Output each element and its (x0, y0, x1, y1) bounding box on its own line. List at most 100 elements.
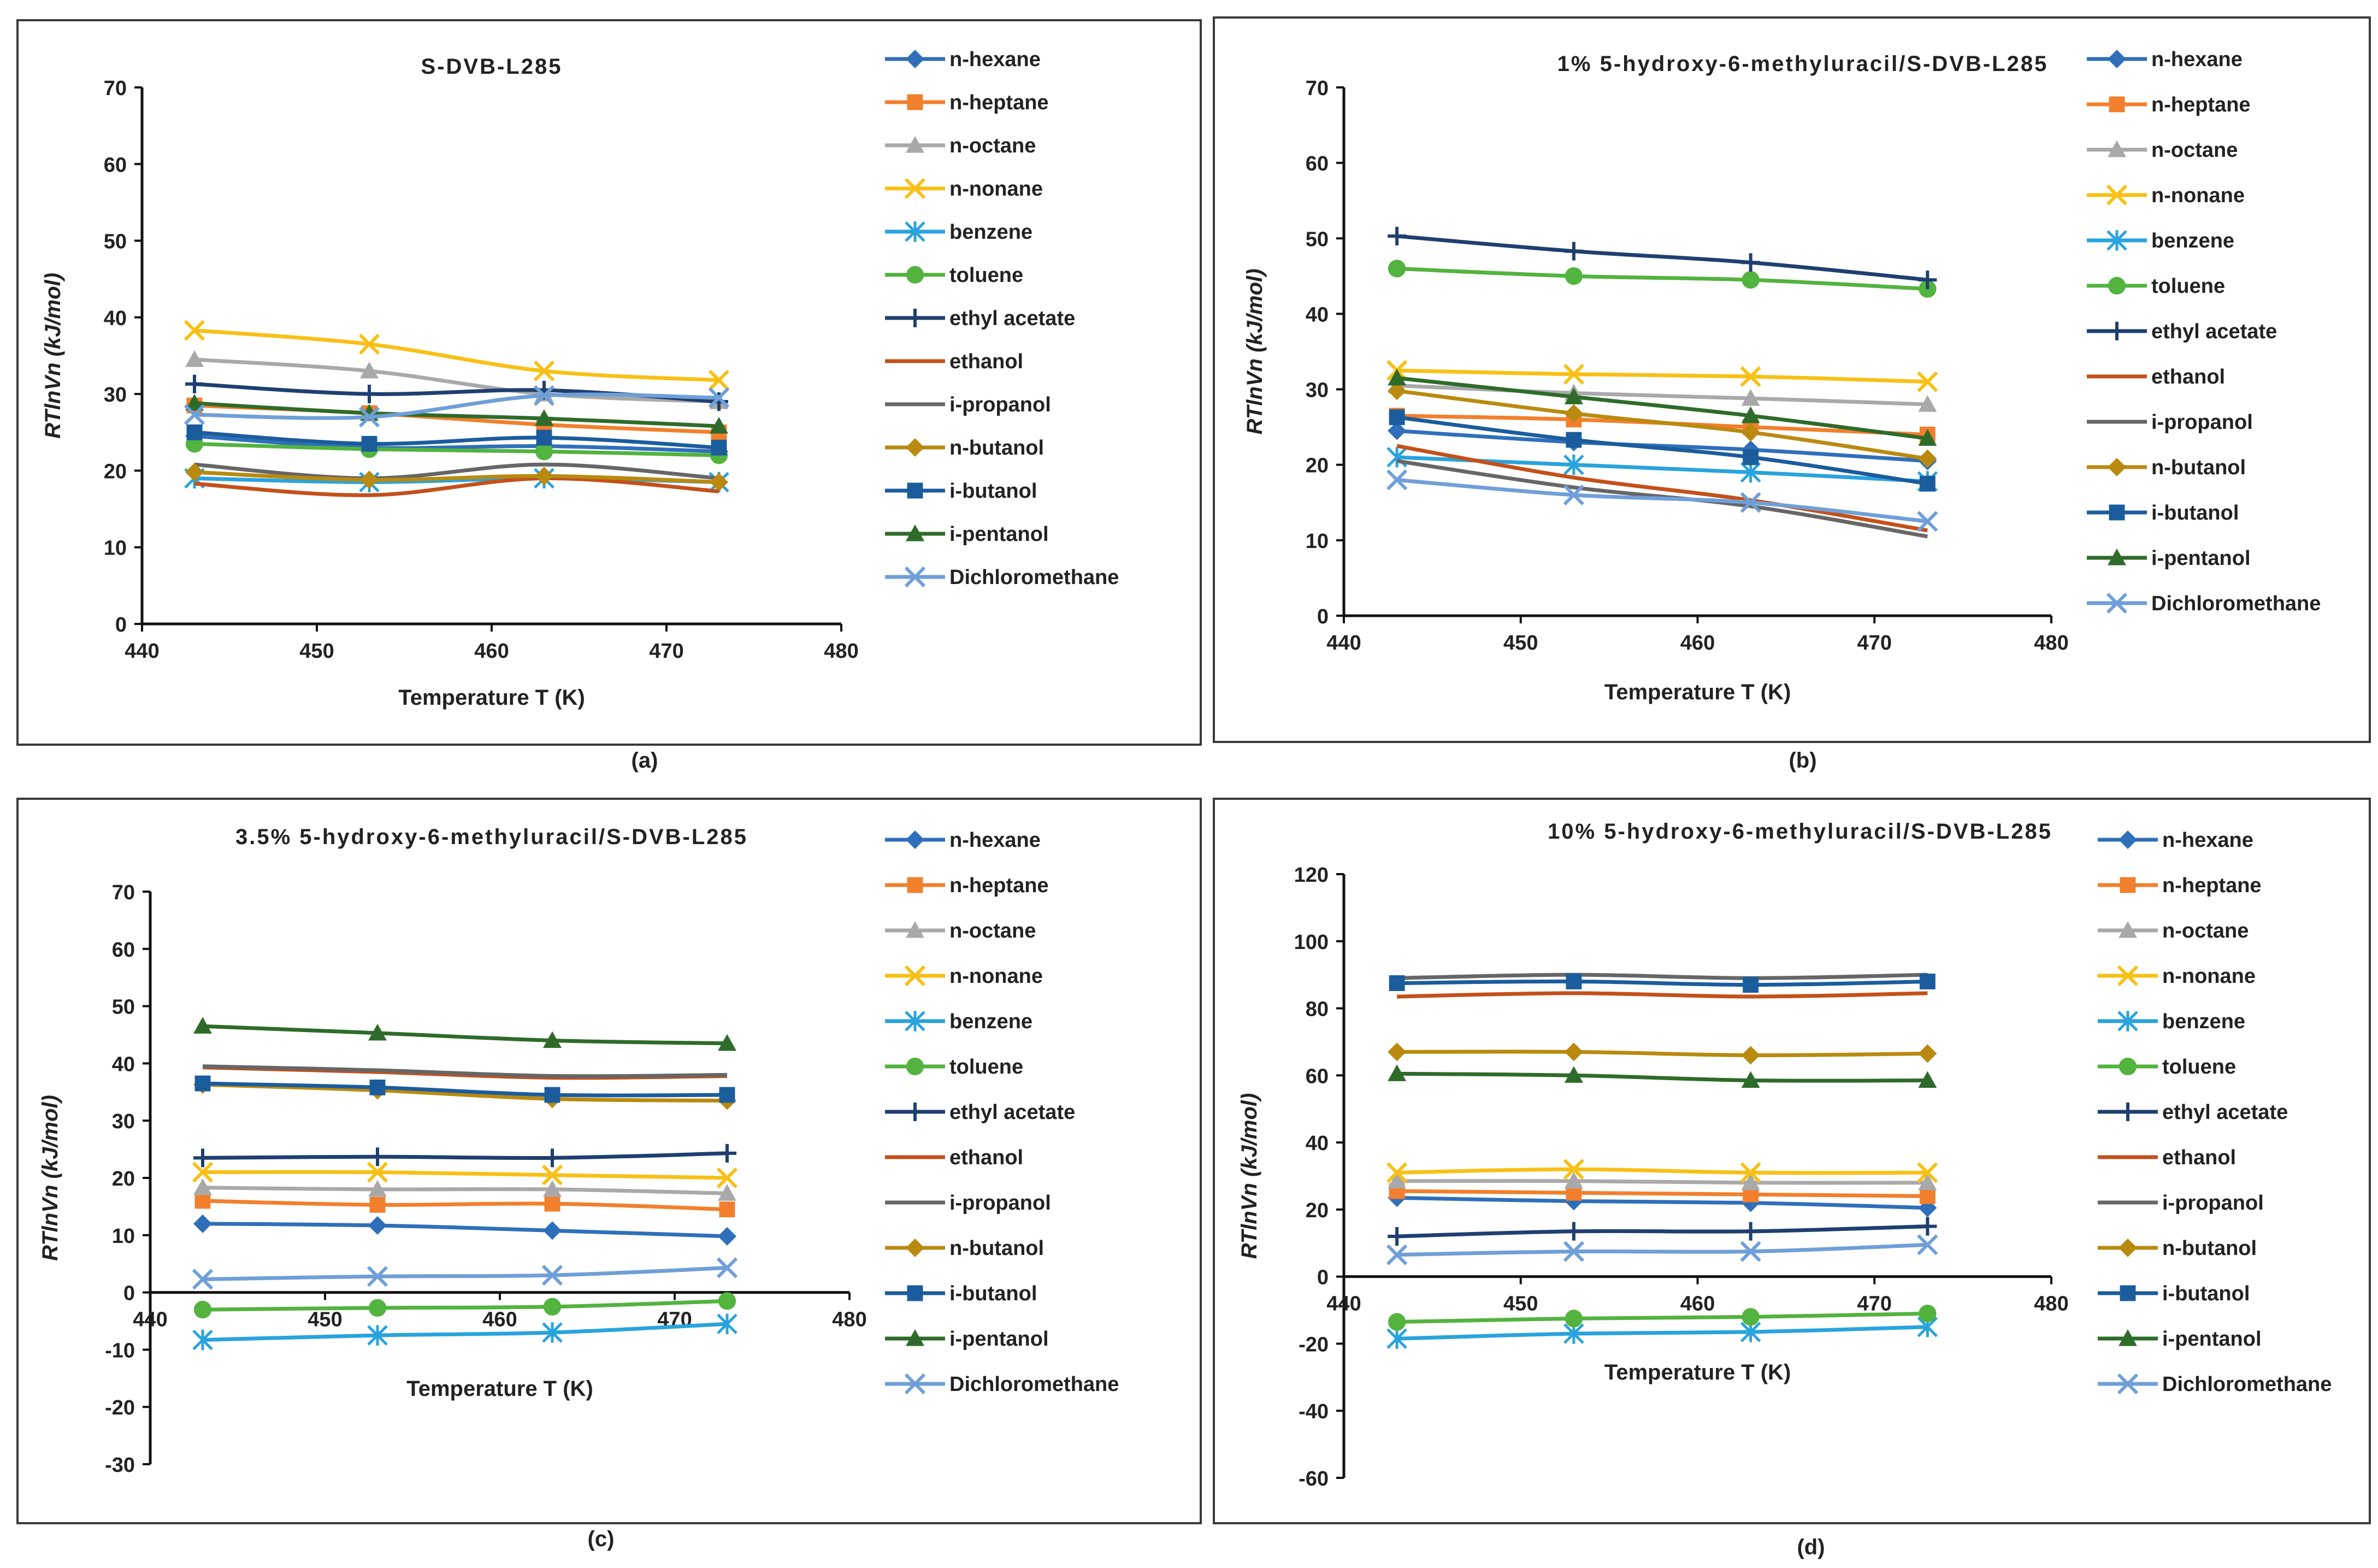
y-axis-label: RTlnVn (kJ/mol) (1237, 1093, 1261, 1259)
y-tick-label: 70 (1306, 77, 1329, 100)
series-line (202, 1299, 728, 1312)
legend-item: n-octane (885, 134, 1036, 157)
legend-label: ethanol (949, 350, 1023, 373)
data-point (1564, 1042, 1583, 1062)
series-line (1396, 267, 1928, 291)
legend-label: n-butanol (2151, 456, 2246, 479)
legend-label: n-hexane (949, 48, 1041, 71)
data-point (1388, 421, 1407, 440)
legend-label: ethanol (2162, 1146, 2236, 1169)
data-point (1566, 432, 1582, 448)
data-point (1741, 423, 1760, 442)
data-point (1742, 271, 1760, 289)
series-line (1396, 429, 1928, 463)
legend-label: i-propanol (2162, 1192, 2264, 1215)
legend-item: ethyl acetate (2087, 320, 2277, 343)
legend-label: i-pentanol (2151, 547, 2251, 570)
legend-label: n-heptane (949, 91, 1049, 114)
y-tick-label: 40 (104, 307, 127, 330)
series-line (1397, 1224, 1928, 1239)
x-tick-label: 450 (1503, 632, 1538, 655)
data-point (1741, 253, 1760, 272)
legend-marker (2108, 140, 2126, 157)
series-line (194, 392, 719, 420)
x-tick-label: 440 (1326, 1293, 1361, 1316)
series-line (202, 1081, 728, 1098)
data-point (543, 1148, 562, 1168)
legend-item: n-hexane (885, 48, 1041, 71)
series-line (202, 1266, 728, 1281)
legend-marker (906, 1103, 924, 1121)
data-point (1743, 449, 1759, 465)
data-point (1917, 1162, 1938, 1183)
chart-a: S-DVB-L285 0 10 20 30 40 50 60 70 440 450 460 470 480… (41, 48, 1119, 710)
y-tick-label: 100 (1294, 931, 1329, 954)
legend-label: toluene (949, 1056, 1023, 1078)
series-line (194, 430, 719, 450)
legend-item: n-butanol (885, 437, 1044, 459)
legend-item: toluene (885, 264, 1023, 287)
chart-panel-d (1213, 798, 2371, 1524)
series-line (1397, 1167, 1928, 1175)
data-point (1565, 267, 1583, 285)
y-tick-label: -60 (1299, 1467, 1329, 1490)
data-point (711, 439, 727, 456)
series-line (202, 1199, 728, 1212)
series-ethanol (1396, 444, 1928, 533)
legend-marker (2109, 504, 2125, 521)
x-tick-label: 450 (1503, 1293, 1538, 1316)
y-tick-label: 70 (104, 77, 127, 100)
data-point (186, 424, 203, 440)
legend-marker (904, 178, 926, 199)
data-point (369, 1196, 386, 1213)
data-point (192, 1329, 213, 1351)
legend-item: n-butanol (2087, 456, 2246, 479)
legend-label: n-hexane (2151, 48, 2243, 71)
chart-title: 1% 5-hydroxy-6-methyluracil/S-DVB-L285 (1557, 52, 2049, 76)
y-tick-label: 0 (123, 1282, 135, 1305)
data-point (1564, 241, 1583, 261)
data-point (718, 1143, 736, 1163)
data-point (1740, 1162, 1761, 1183)
legend-label: i-butanol (949, 480, 1037, 503)
data-point (1918, 395, 1937, 412)
y-tick-label: 20 (112, 1168, 135, 1190)
x-tick-label: 450 (308, 1308, 342, 1331)
series-dichloromethane (184, 385, 730, 428)
y-tick-label: 10 (104, 537, 127, 560)
data-point (358, 406, 380, 428)
legend-marker (2117, 965, 2139, 987)
data-point (368, 1180, 387, 1197)
legend-item: i-butanol (885, 1282, 1037, 1305)
y-tick-label: 50 (104, 231, 127, 254)
data-point (185, 350, 204, 367)
legend-marker (2117, 1011, 2138, 1031)
legend-item: i-butanol (885, 480, 1037, 503)
series-line (202, 1082, 728, 1103)
series-n-heptane (194, 1193, 735, 1218)
y-tick-label: 30 (112, 1110, 135, 1133)
series-line (202, 1170, 728, 1180)
data-point (543, 1180, 562, 1197)
legend-marker (2119, 1239, 2137, 1257)
data-point (184, 404, 205, 426)
legend-label: Dichloromethane (949, 566, 1119, 589)
legend-item: n-butanol (885, 1237, 1044, 1260)
y-axis-label: RTlnVn (kJ/mol) (41, 273, 65, 439)
legend-item: Dichloromethane (2087, 592, 2321, 615)
data-point (718, 1034, 736, 1051)
series-line (1397, 1242, 1928, 1257)
legend-label: benzene (949, 1010, 1032, 1033)
legend-item: i-butanol (2087, 502, 2239, 524)
data-point (1741, 406, 1760, 423)
data-point (1563, 1241, 1585, 1262)
legend-marker (907, 1285, 923, 1301)
legend-marker (906, 1057, 924, 1076)
legend-label: n-nonane (2151, 184, 2245, 207)
legend-item: i-propanol (885, 393, 1051, 416)
y-tick-label: 20 (104, 460, 127, 483)
data-point (1918, 1071, 1937, 1088)
data-point (535, 409, 553, 426)
data-point (1741, 1071, 1760, 1088)
